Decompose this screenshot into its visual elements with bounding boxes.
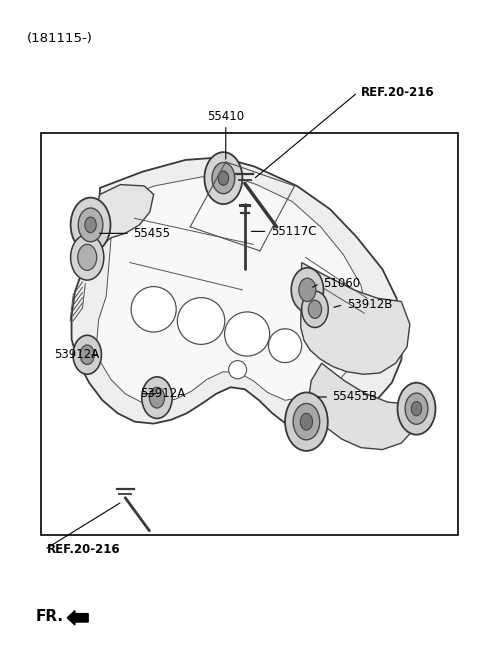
Circle shape (71, 234, 104, 280)
Circle shape (293, 403, 320, 440)
Polygon shape (72, 157, 404, 428)
Ellipse shape (225, 312, 270, 356)
Circle shape (85, 217, 96, 233)
Polygon shape (309, 364, 416, 449)
Text: FR.: FR. (36, 609, 64, 624)
Text: 53912B: 53912B (347, 298, 392, 311)
Circle shape (78, 208, 103, 242)
Circle shape (411, 402, 422, 416)
Ellipse shape (228, 361, 247, 379)
Ellipse shape (268, 329, 301, 363)
Circle shape (285, 392, 328, 451)
Text: REF.20-216: REF.20-216 (47, 543, 120, 556)
Text: 55410: 55410 (207, 110, 244, 123)
Circle shape (291, 268, 324, 312)
Circle shape (73, 335, 101, 374)
Text: 51060: 51060 (323, 277, 360, 290)
Ellipse shape (178, 297, 225, 345)
Text: 53912A: 53912A (54, 348, 99, 362)
Text: 55455B: 55455B (333, 390, 378, 403)
Ellipse shape (131, 287, 176, 332)
Circle shape (300, 413, 312, 430)
Text: 55455: 55455 (133, 227, 170, 240)
Circle shape (71, 198, 110, 252)
Text: 55117C: 55117C (271, 225, 316, 238)
Circle shape (218, 171, 228, 185)
Circle shape (301, 291, 328, 328)
Text: (181115-): (181115-) (26, 32, 92, 45)
Polygon shape (76, 185, 154, 266)
Circle shape (405, 393, 428, 424)
Circle shape (80, 345, 95, 365)
Text: 53912A: 53912A (140, 387, 186, 400)
Text: REF.20-216: REF.20-216 (361, 86, 434, 99)
Circle shape (204, 152, 242, 204)
Circle shape (212, 162, 235, 194)
Circle shape (142, 377, 172, 419)
Polygon shape (301, 263, 410, 374)
Circle shape (149, 387, 165, 408)
Circle shape (308, 300, 322, 318)
FancyArrow shape (67, 610, 88, 625)
Bar (41, 133, 458, 535)
Circle shape (78, 244, 96, 271)
Circle shape (397, 383, 435, 435)
Circle shape (299, 278, 316, 301)
Polygon shape (96, 174, 367, 404)
